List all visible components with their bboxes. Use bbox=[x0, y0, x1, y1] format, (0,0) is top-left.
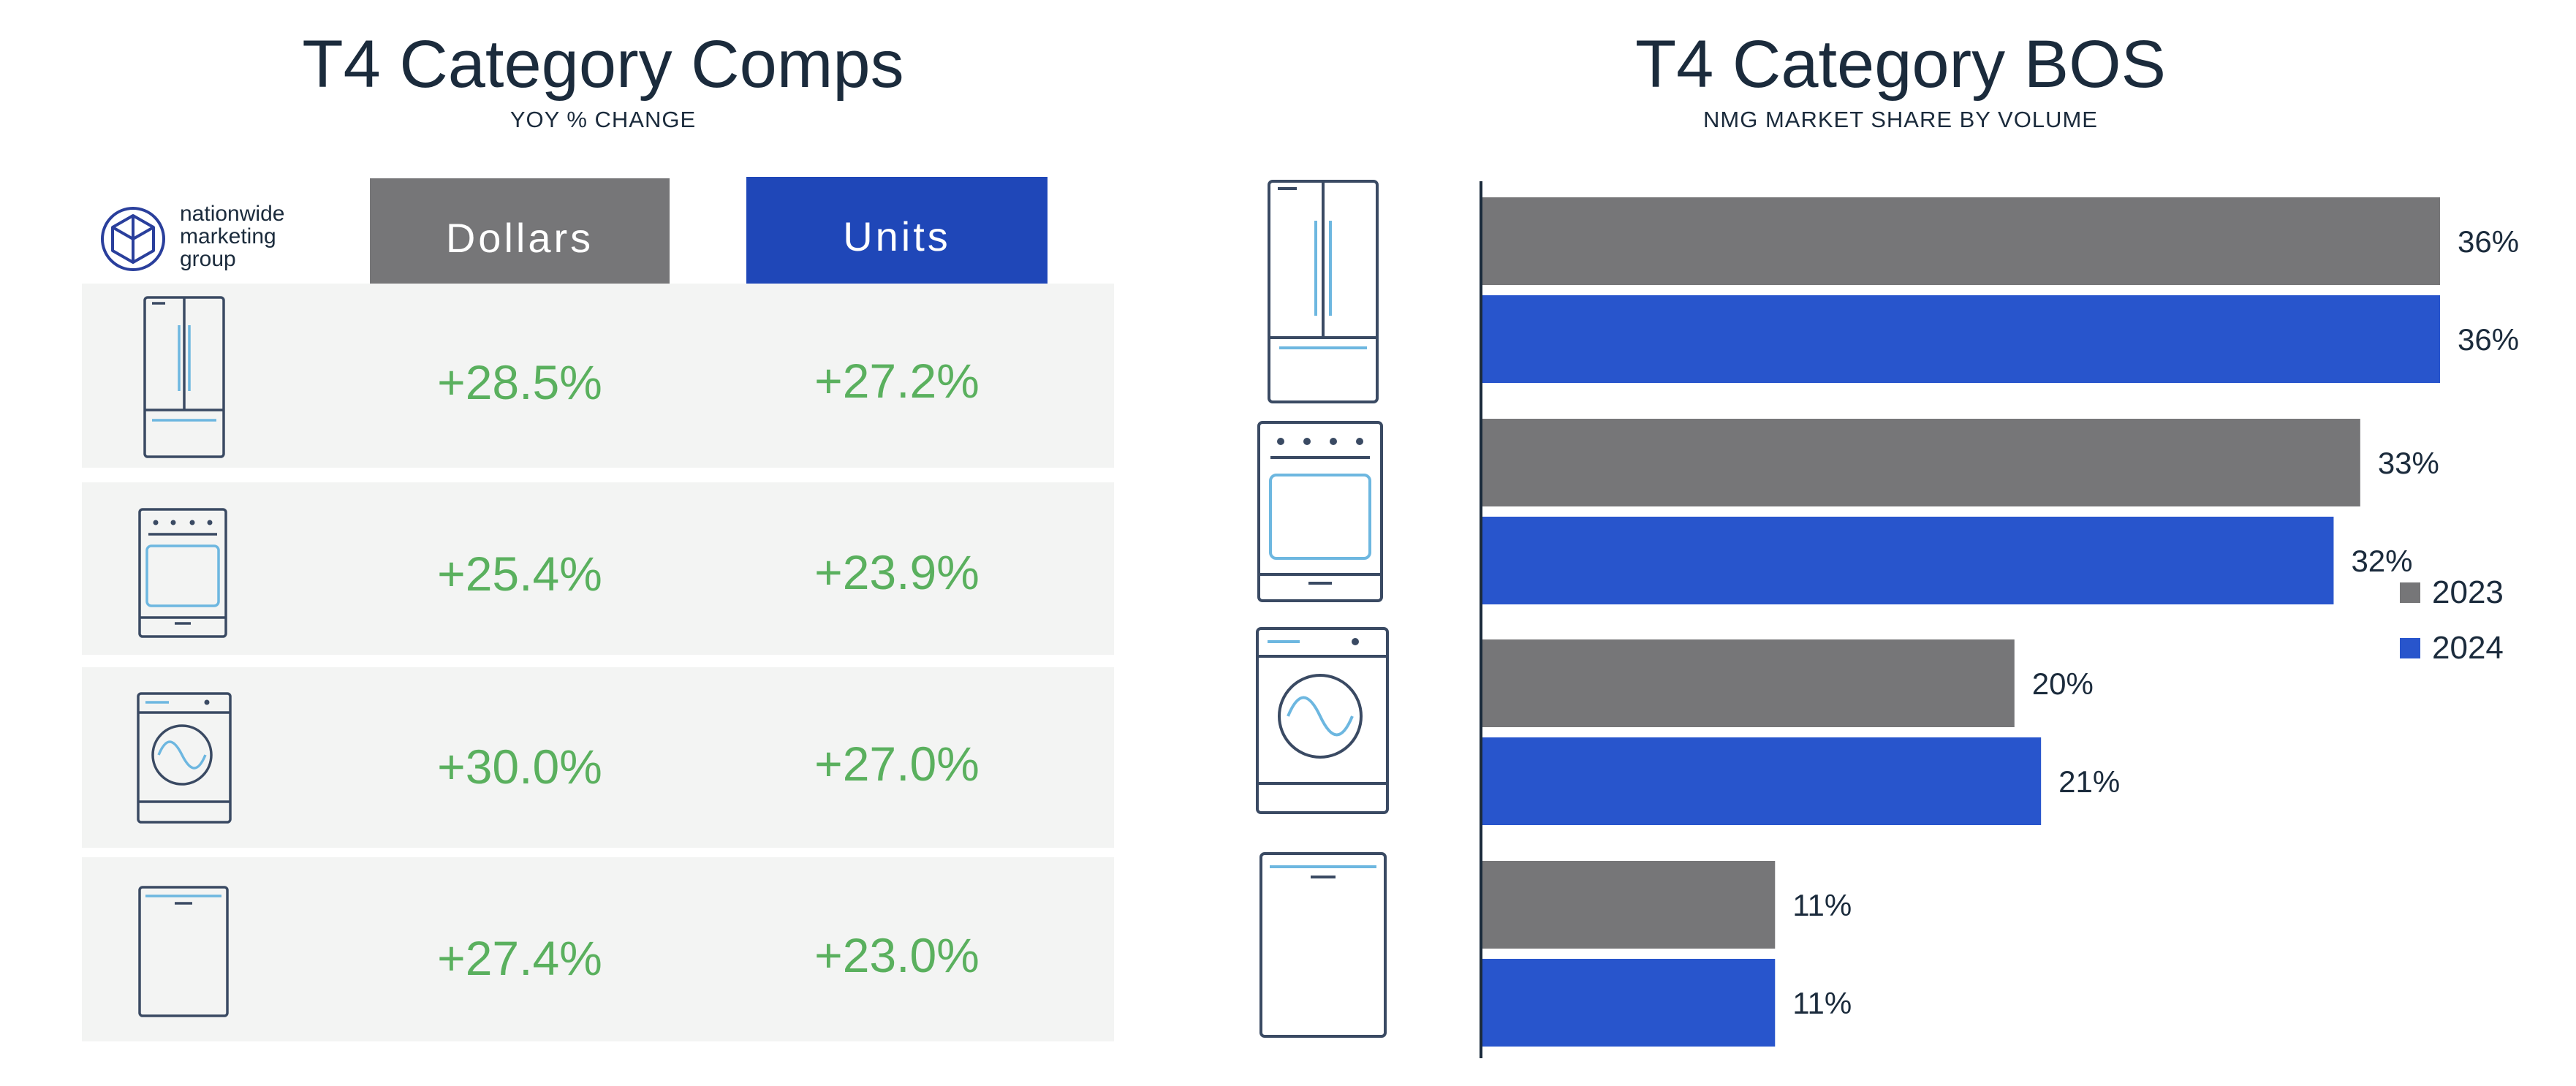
bar-value-label: 20% bbox=[2032, 667, 2094, 701]
logo-text-line-1: nationwide bbox=[180, 202, 285, 226]
comps-row-refrigerator bbox=[82, 284, 1114, 468]
range-oven-icon bbox=[138, 508, 227, 638]
refrigerator-icon bbox=[1268, 180, 1379, 403]
legend-item-2023: 2023 bbox=[2400, 574, 2504, 611]
bar-2024-range-oven bbox=[1482, 517, 2334, 604]
bar-2023-refrigerator bbox=[1482, 197, 2440, 285]
bos-title: T4 Category BOS bbox=[1634, 27, 2167, 102]
bar-2023-dishwasher bbox=[1482, 861, 1776, 949]
bar-2024-refrigerator bbox=[1482, 295, 2440, 383]
comps-row-range bbox=[82, 482, 1114, 655]
dollars-header: Dollars bbox=[370, 178, 670, 297]
washer-icon bbox=[137, 692, 232, 824]
units-header: Units bbox=[746, 177, 1048, 295]
bar-2024-washer bbox=[1482, 737, 2042, 825]
comps-row-washer bbox=[82, 667, 1114, 848]
bar-value-label: 36% bbox=[2458, 322, 2519, 357]
comps-subtitle: YOY % CHANGE bbox=[509, 107, 697, 132]
legend-label-2023: 2023 bbox=[2432, 574, 2504, 610]
nmg-logo: nationwide marketing group bbox=[99, 202, 319, 276]
bar-value-label: 32% bbox=[2351, 544, 2412, 578]
dishwasher-icon bbox=[138, 886, 229, 1017]
bar-value-label: 11% bbox=[1792, 888, 1852, 922]
row-dollars-value: +28.5% bbox=[437, 355, 602, 409]
row-units-value: +27.0% bbox=[814, 737, 980, 791]
row-dollars-value: +27.4% bbox=[437, 931, 602, 985]
row-dollars-value: +25.4% bbox=[437, 547, 602, 601]
bar-value-label: 36% bbox=[2458, 224, 2519, 259]
logo-text-line-3: group bbox=[180, 247, 236, 271]
bar-value-label: 11% bbox=[1792, 986, 1852, 1020]
bar-2024-dishwasher bbox=[1482, 959, 1776, 1047]
row-dollars-value: +30.0% bbox=[437, 740, 602, 794]
bos-subtitle: NMG MARKET SHARE BY VOLUME bbox=[1703, 107, 2098, 132]
row-units-value: +23.9% bbox=[814, 545, 980, 599]
bar-value-label: 33% bbox=[2378, 446, 2439, 480]
bar-2023-range-oven bbox=[1482, 419, 2360, 506]
legend-item-2024: 2024 bbox=[2400, 630, 2504, 667]
washer-icon bbox=[1256, 627, 1389, 814]
dishwasher-icon bbox=[1259, 852, 1387, 1038]
legend-swatch-2023 bbox=[2400, 582, 2420, 603]
row-units-value: +27.2% bbox=[814, 354, 980, 408]
legend-label-2024: 2024 bbox=[2432, 630, 2504, 666]
comps-title: T4 Category Comps bbox=[302, 27, 904, 102]
cube-logo-icon bbox=[101, 207, 165, 271]
row-units-value: +23.0% bbox=[814, 928, 980, 982]
legend-swatch-2024 bbox=[2400, 638, 2420, 658]
comps-row-dishwasher bbox=[82, 857, 1114, 1041]
range-oven-icon bbox=[1257, 421, 1383, 602]
bar-2023-washer bbox=[1482, 639, 2015, 727]
logo-text-line-2: marketing bbox=[180, 224, 276, 248]
bar-value-label: 21% bbox=[2058, 764, 2120, 799]
refrigerator-icon bbox=[143, 296, 225, 458]
